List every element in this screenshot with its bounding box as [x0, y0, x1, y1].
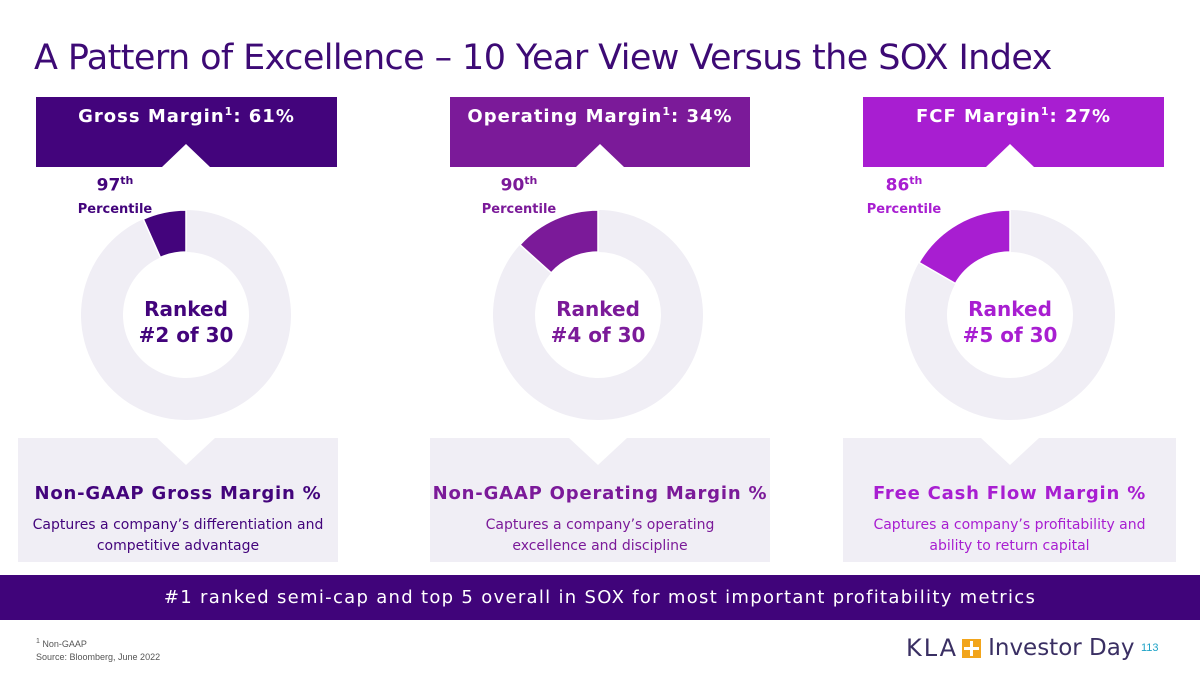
- percentile-number: 90th: [474, 174, 564, 196]
- donut-remainder-slice: [493, 210, 703, 420]
- event-name: Investor Day: [988, 635, 1135, 661]
- percentile-label: Percentile: [77, 201, 153, 217]
- card-title: Non-GAAP Gross Margin %: [34, 483, 322, 504]
- rank-line-1: Ranked: [556, 297, 640, 321]
- percentile-value: 86: [885, 175, 910, 196]
- card-description: Captures a company’s operating excellenc…: [485, 517, 715, 554]
- footnote-marker: 1: [662, 105, 672, 118]
- footnote-marker: 1: [36, 638, 40, 645]
- header-notch: [986, 144, 1034, 167]
- operating-percentile: 90th Percentile: [474, 174, 564, 217]
- header-label: Gross Margin: [78, 106, 225, 127]
- gross-card: Non-GAAP Gross Margin % Captures a compa…: [18, 438, 338, 562]
- operating-margin-header-text: Operating Margin1: 34%: [450, 105, 750, 127]
- header-value: : 27%: [1049, 106, 1112, 127]
- operating-margin-header: Operating Margin1: 34%: [450, 97, 750, 167]
- donut-rank-slice: [142, 209, 187, 259]
- header-notch: [162, 144, 210, 167]
- ordinal-suffix: th: [909, 174, 923, 187]
- footnote: 1 Non-GAAP Source: Bloomberg, June 2022: [36, 635, 160, 664]
- percentile-value: 97: [96, 175, 121, 196]
- fcf-margin-header: FCF Margin1: 27%: [863, 97, 1164, 167]
- card-notch: [569, 438, 627, 465]
- gross-donut: [81, 209, 291, 420]
- donut-rank-slice: [918, 209, 1011, 285]
- percentile-label: Percentile: [481, 201, 557, 217]
- gross-rank: Ranked #2 of 30: [76, 296, 296, 348]
- card-title: Free Cash Flow Margin %: [872, 483, 1147, 504]
- percentile-number: 97th: [70, 174, 160, 196]
- footnote-line-1: 1 Non-GAAP: [36, 635, 160, 651]
- fcf-percentile: 86th Percentile: [859, 174, 949, 217]
- rank-line-1: Ranked: [144, 297, 228, 321]
- header-notch: [576, 144, 624, 167]
- rank-line-2: #4 of 30: [550, 323, 646, 347]
- header-label: Operating Margin: [467, 106, 663, 127]
- rank-line-1: Ranked: [968, 297, 1052, 321]
- card-notch: [981, 438, 1039, 465]
- header-value: : 61%: [233, 106, 295, 127]
- percentile-label: Percentile: [866, 201, 942, 217]
- rank-line-2: #2 of 30: [138, 323, 234, 347]
- kla-wordmark: KLA: [906, 634, 959, 662]
- gross-margin-header-text: Gross Margin1: 61%: [36, 105, 337, 127]
- fcf-donut: [905, 209, 1115, 420]
- footnote-marker: 1: [1040, 105, 1050, 118]
- footnote-text: Non-GAAP: [39, 639, 87, 649]
- ordinal-suffix: th: [524, 174, 538, 187]
- percentile-value: 90: [500, 175, 525, 196]
- gross-percentile: 97th Percentile: [70, 174, 160, 217]
- donut-rank-slice: [518, 209, 599, 274]
- operating-rank: Ranked #4 of 30: [488, 296, 708, 348]
- donut-remainder-slice: [81, 210, 291, 420]
- source-text: Source: Bloomberg, June 2022: [36, 652, 161, 662]
- percentile-number: 86th: [859, 174, 949, 196]
- rank-line-2: #5 of 30: [962, 323, 1058, 347]
- page-title: A Pattern of Excellence – 10 Year View V…: [34, 38, 1052, 78]
- card-description: Captures a company’s differentiation and…: [32, 517, 324, 554]
- card-title: Non-GAAP Operating Margin %: [432, 483, 768, 504]
- operating-card: Non-GAAP Operating Margin % Captures a c…: [430, 438, 770, 562]
- page-number: 113: [1141, 642, 1159, 654]
- gross-margin-header: Gross Margin1: 61%: [36, 97, 337, 167]
- summary-banner: #1 ranked semi-cap and top 5 overall in …: [0, 575, 1200, 620]
- donut-remainder-slice: [905, 210, 1115, 420]
- plus-icon: [962, 638, 982, 658]
- kla-investor-day-logo: KLA Investor Day: [906, 633, 1134, 663]
- card-description: Captures a company’s profitability and a…: [873, 517, 1146, 554]
- ordinal-suffix: th: [120, 174, 134, 187]
- card-notch: [157, 438, 215, 465]
- footnote-marker: 1: [224, 105, 234, 118]
- fcf-rank: Ranked #5 of 30: [900, 296, 1120, 348]
- fcf-card: Free Cash Flow Margin % Captures a compa…: [843, 438, 1176, 562]
- fcf-margin-header-text: FCF Margin1: 27%: [863, 105, 1164, 127]
- header-value: : 34%: [671, 106, 733, 127]
- operating-donut: [493, 209, 703, 420]
- header-label: FCF Margin: [915, 106, 1041, 127]
